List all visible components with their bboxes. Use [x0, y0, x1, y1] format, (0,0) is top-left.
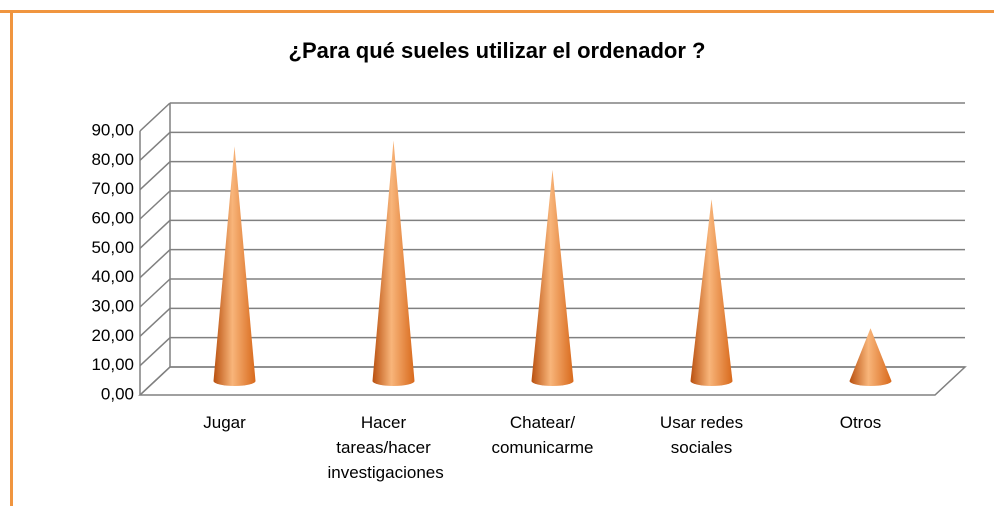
x-tick-label: Hacer tareas/hacer investigaciones [327, 413, 444, 482]
side-grid-line [139, 131, 171, 161]
x-tick-label: Otros [839, 413, 882, 432]
side-grid-line [139, 219, 171, 249]
side-grid-line [139, 278, 171, 308]
cone [531, 169, 574, 387]
y-tick-label: 40,00 [91, 267, 134, 286]
frame-left [10, 10, 13, 506]
y-tick-label: 90,00 [91, 120, 134, 139]
side-grid-line [139, 307, 171, 337]
y-tick-label: 50,00 [91, 238, 134, 257]
frame-top [0, 10, 994, 13]
y-tick-label: 60,00 [91, 208, 134, 227]
side-grid-line [139, 249, 171, 279]
side-grid-line [139, 161, 171, 191]
side-grid-line [139, 366, 171, 396]
y-tick-label: 10,00 [91, 355, 134, 374]
y-tick-label: 80,00 [91, 150, 134, 169]
y-tick-label: 0,00 [101, 384, 134, 403]
cone [372, 140, 415, 387]
x-tick-label: Chatear/ comunicarme [491, 413, 594, 457]
side-grid-line [139, 337, 171, 367]
y-tick-label: 20,00 [91, 326, 134, 345]
cone [690, 199, 733, 387]
chart-title: ¿Para qué sueles utilizar el ordenador ? [289, 38, 706, 63]
cone [849, 328, 892, 387]
y-tick-label: 70,00 [91, 179, 134, 198]
x-tick-label: Jugar [203, 413, 246, 432]
x-tick-label: Usar redes sociales [659, 413, 744, 457]
side-grid-line [139, 190, 171, 220]
side-grid-line [139, 102, 171, 132]
cone [213, 146, 256, 387]
y-tick-label: 30,00 [91, 296, 134, 315]
